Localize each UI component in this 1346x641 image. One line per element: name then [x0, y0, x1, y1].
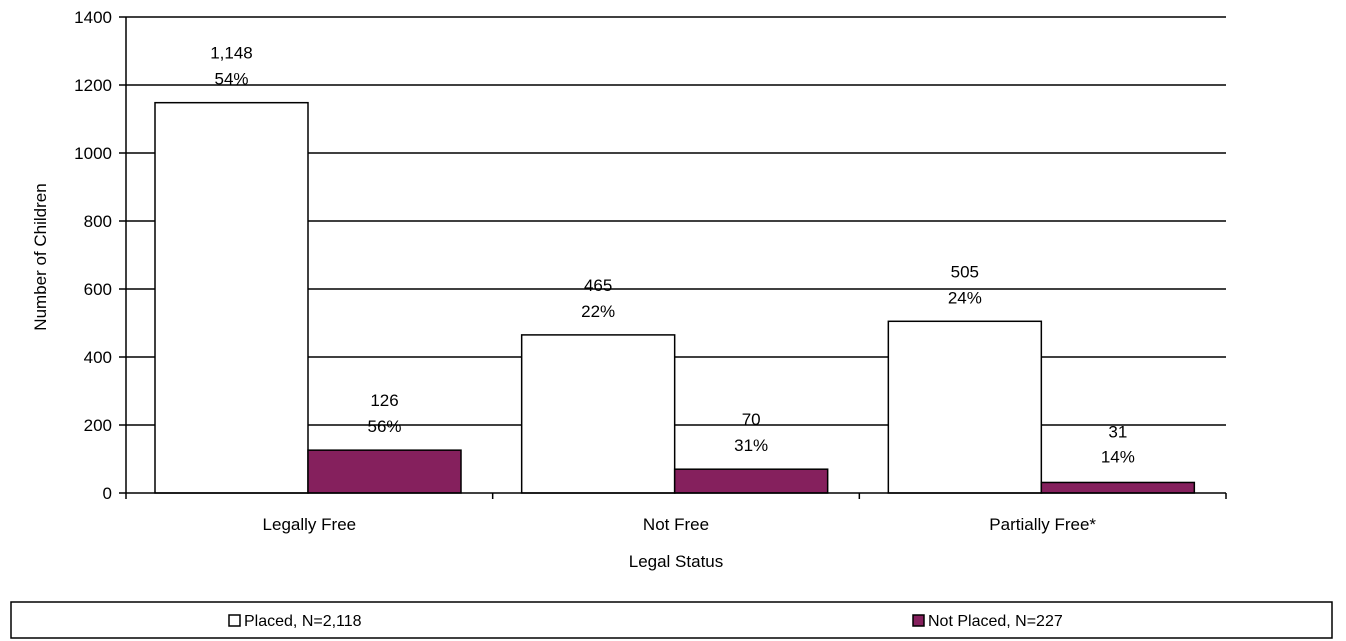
x-tick-label: Not Free — [643, 515, 709, 534]
data-label-value: 31 — [1108, 422, 1127, 441]
bar-not-placed — [307, 449, 462, 494]
bar-placed — [887, 320, 1043, 494]
x-axis-title: Legal Status — [629, 552, 724, 571]
legend-box — [10, 601, 1333, 639]
data-label-percent: 56% — [367, 417, 401, 436]
gridlines — [126, 16, 1226, 426]
data-label-percent: 54% — [214, 70, 248, 89]
bars — [154, 101, 1196, 494]
bar-not-placed — [673, 468, 829, 494]
data-label-value: 465 — [584, 276, 612, 295]
y-tick-label: 1400 — [74, 8, 112, 27]
y-tick-label: 1000 — [74, 144, 112, 163]
data-label-percent: 24% — [948, 288, 982, 307]
data-label-value: 126 — [370, 391, 398, 410]
x-tick-label: Legally Free — [263, 515, 357, 534]
data-label-percent: 22% — [581, 302, 615, 321]
legend-label-placed: Placed, N=2,118 — [244, 613, 362, 630]
y-tick-label: 400 — [84, 348, 112, 367]
legend-swatch-not-placed — [912, 614, 925, 627]
data-label-percent: 31% — [734, 436, 768, 455]
x-tick-label: Partially Free* — [989, 515, 1096, 534]
legend: Placed, N=2,118 Not Placed, N=227 — [10, 601, 1333, 639]
data-labels: 1,148 54% 126 56% 465 22% 70 31% 505 24% 31 14% — [210, 44, 1135, 467]
axes: 0 200 400 600 800 1000 1200 1400 Legally Free Not… — [74, 8, 1227, 534]
bar-placed — [520, 334, 676, 494]
y-tick-label: 200 — [84, 416, 112, 435]
data-label-percent: 14% — [1101, 447, 1135, 466]
data-label-value: 1,148 — [210, 44, 253, 63]
bar-not-placed — [1040, 481, 1196, 494]
bar-placed — [154, 101, 309, 494]
data-label-value: 70 — [742, 410, 761, 429]
y-tick-label: 1200 — [74, 76, 112, 95]
legend-swatch-placed — [228, 614, 241, 627]
y-tick-label: 600 — [84, 280, 112, 299]
y-axis-title: Number of Children — [31, 183, 50, 330]
y-tick-label: 0 — [103, 484, 112, 503]
data-label-value: 505 — [951, 262, 979, 281]
y-tick-label: 800 — [84, 212, 112, 231]
legend-label-not-placed: Not Placed, N=227 — [928, 613, 1063, 630]
